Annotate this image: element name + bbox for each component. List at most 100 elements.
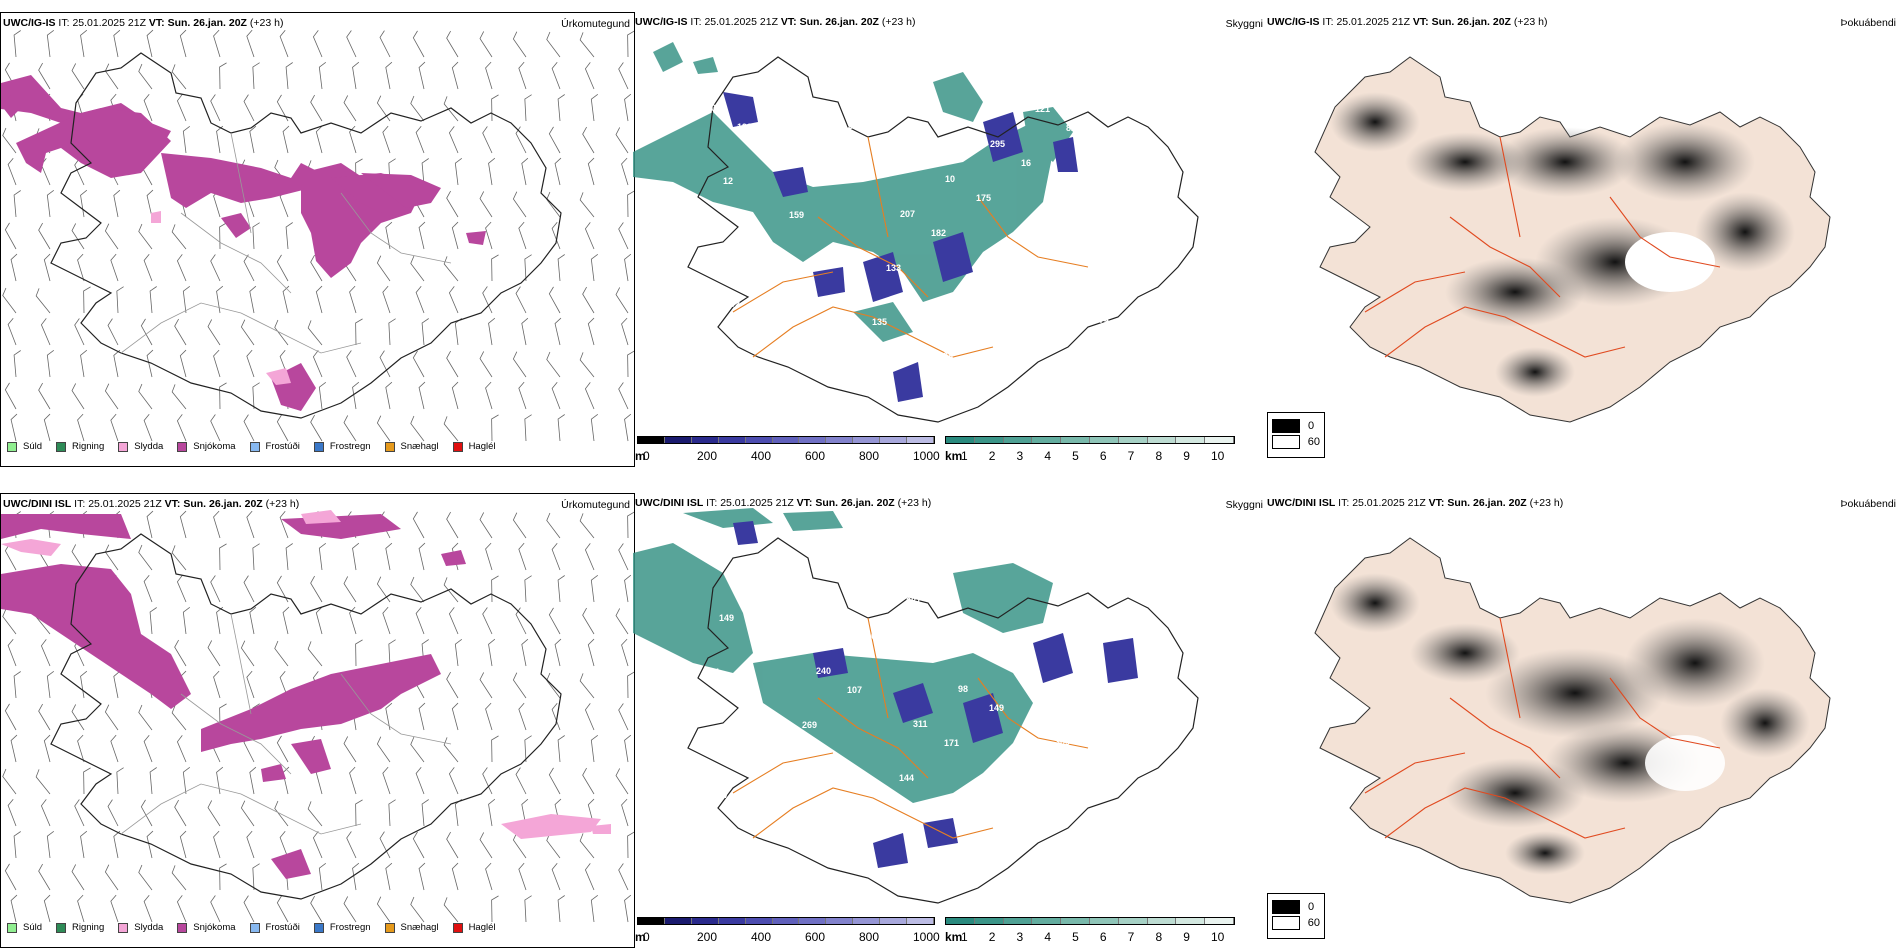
wind-barb bbox=[13, 190, 21, 218]
colorbar-segment bbox=[880, 918, 908, 924]
wind-barb bbox=[171, 545, 187, 571]
wind-barb bbox=[276, 254, 289, 282]
wind-barb bbox=[285, 543, 293, 571]
legend-item-snjokoma: Snjókoma bbox=[177, 441, 236, 452]
wind-barb bbox=[138, 864, 153, 891]
wind-barb bbox=[376, 255, 391, 282]
wind-barb bbox=[176, 254, 187, 282]
cloud-base-label: 98 bbox=[958, 684, 968, 694]
lead-time: (+23 h) bbox=[1529, 497, 1564, 509]
wind-barb bbox=[557, 735, 565, 763]
cloud-base-label: 16 bbox=[1021, 158, 1031, 168]
colorbar-tick: 6 bbox=[1099, 449, 1107, 463]
wind-barb bbox=[4, 382, 17, 410]
visibility-map-graphic-top: 209 276 207 258 874 965 338 10 114 169 130 107 295 27… bbox=[633, 42, 1199, 423]
iceland-coastline bbox=[50, 52, 562, 419]
colorbar-segment bbox=[1061, 437, 1090, 443]
fog-map-graphic-top bbox=[1314, 56, 1831, 423]
cloud-base-label: 240 bbox=[816, 666, 831, 676]
wind-barb bbox=[379, 30, 391, 58]
wind-barb bbox=[512, 191, 527, 218]
panel-title-cloud: Þokuábendi bbox=[1840, 17, 1896, 29]
legend-item-frostregn: Frostregn bbox=[313, 441, 371, 452]
wind-barb bbox=[171, 224, 187, 250]
wind-barb bbox=[38, 222, 51, 250]
wind-barb bbox=[182, 767, 191, 795]
wind-barb bbox=[249, 125, 257, 154]
wind-barb bbox=[548, 126, 561, 154]
snow-areas bbox=[1, 75, 486, 411]
wind-barb bbox=[488, 798, 496, 827]
wind-barb bbox=[443, 256, 459, 282]
wind-barb bbox=[171, 865, 187, 891]
wind-barb bbox=[252, 222, 260, 250]
vt-value: Sun. 26.jan. 20Z bbox=[1447, 497, 1527, 509]
legend-label: Snjókoma bbox=[193, 441, 236, 452]
wind-barb bbox=[13, 350, 21, 378]
wind-barb bbox=[418, 61, 426, 90]
legend-swatch bbox=[384, 441, 395, 452]
wind-barb bbox=[448, 126, 459, 154]
wind-barb bbox=[182, 126, 191, 154]
wind-barb bbox=[418, 702, 426, 731]
wind-barb bbox=[243, 254, 255, 282]
cloud-base-label: 114 bbox=[1042, 227, 1057, 237]
wind-barb bbox=[551, 702, 561, 731]
wind-barb bbox=[376, 576, 391, 603]
colorbar-segment bbox=[1147, 437, 1177, 443]
cloud-base-label: 149 bbox=[989, 703, 1004, 713]
wind-barb bbox=[146, 29, 154, 58]
cloud-base-label: 663 bbox=[1107, 825, 1122, 835]
wind-barb bbox=[488, 638, 496, 667]
wind-barb bbox=[618, 543, 629, 571]
wind-barb bbox=[482, 126, 493, 154]
precip-map-graphic-top bbox=[1, 29, 634, 442]
colorbar-segment bbox=[638, 437, 665, 443]
wind-barb bbox=[83, 767, 91, 795]
wind-barb bbox=[382, 125, 391, 154]
wind-barb bbox=[385, 61, 393, 90]
wind-barb bbox=[110, 253, 119, 282]
wind-barb bbox=[410, 255, 425, 282]
wind-barb bbox=[207, 800, 221, 827]
wind-barb bbox=[279, 670, 289, 699]
cloud-base-label: 85 bbox=[809, 843, 819, 853]
panel-title-precip: Úrkomutegund bbox=[561, 18, 630, 30]
wind-barb bbox=[113, 29, 121, 58]
wind-barb bbox=[219, 382, 227, 410]
wind-barb bbox=[274, 640, 289, 667]
wind-barb bbox=[74, 158, 85, 186]
cloud-base-label: 295 bbox=[990, 139, 1005, 149]
cloud-base-label: 303 bbox=[1073, 246, 1088, 256]
wind-barb bbox=[521, 157, 529, 186]
visibility-bar bbox=[945, 436, 1235, 444]
wind-barb bbox=[71, 383, 85, 410]
colorbar-tick: 400 bbox=[751, 930, 772, 944]
wind-barb bbox=[618, 863, 629, 891]
wind-barb bbox=[385, 221, 393, 250]
wind-barb bbox=[548, 767, 561, 795]
wind-barb bbox=[252, 62, 260, 90]
legend-label: Rigning bbox=[72, 922, 105, 933]
wind-barb bbox=[110, 734, 119, 763]
wind-barb bbox=[557, 94, 565, 122]
wind-barb bbox=[491, 895, 499, 923]
it-label: IT: bbox=[1338, 497, 1350, 509]
wind-barb bbox=[315, 606, 323, 635]
wind-barb bbox=[355, 639, 363, 667]
legend-label: Haglél bbox=[468, 441, 496, 452]
wind-barb bbox=[77, 253, 85, 282]
fog-label: 0 bbox=[1308, 901, 1315, 913]
cloud-base-label: 33 bbox=[775, 264, 785, 274]
cloud-base-label: 207 bbox=[900, 209, 915, 219]
wind-barb bbox=[252, 863, 260, 891]
wind-barb bbox=[448, 286, 459, 314]
vt-label: VT: bbox=[780, 16, 797, 28]
wind-barb bbox=[74, 799, 85, 827]
wind-barb bbox=[454, 639, 463, 667]
cloudbase-colorbar-top: m 0 200 400 600 800 1000 bbox=[635, 436, 940, 466]
it-value: 25.01.2025 21Z bbox=[1352, 497, 1426, 509]
wind-barb bbox=[38, 62, 51, 90]
wind-barb bbox=[243, 94, 255, 122]
wind-barb bbox=[2, 608, 17, 635]
